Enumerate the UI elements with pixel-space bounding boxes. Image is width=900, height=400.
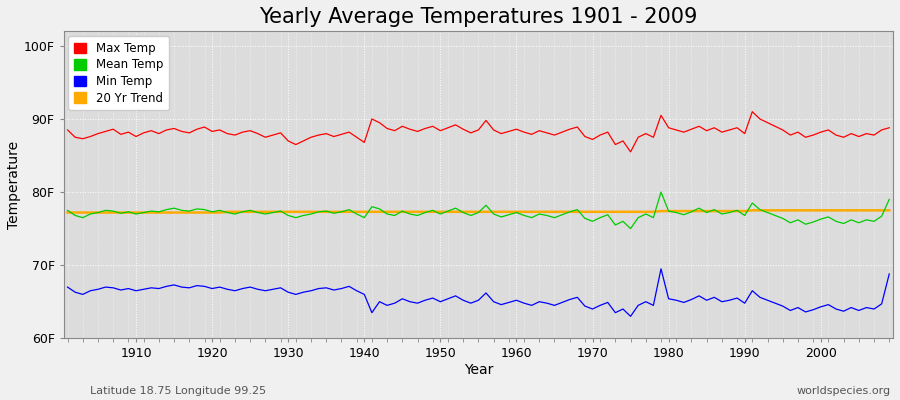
Text: worldspecies.org: worldspecies.org <box>796 386 891 396</box>
X-axis label: Year: Year <box>464 363 493 377</box>
Y-axis label: Temperature: Temperature <box>7 141 21 229</box>
Title: Yearly Average Temperatures 1901 - 2009: Yearly Average Temperatures 1901 - 2009 <box>259 7 698 27</box>
Legend: Max Temp, Mean Temp, Min Temp, 20 Yr Trend: Max Temp, Mean Temp, Min Temp, 20 Yr Tre… <box>68 36 169 110</box>
Text: Latitude 18.75 Longitude 99.25: Latitude 18.75 Longitude 99.25 <box>90 386 266 396</box>
